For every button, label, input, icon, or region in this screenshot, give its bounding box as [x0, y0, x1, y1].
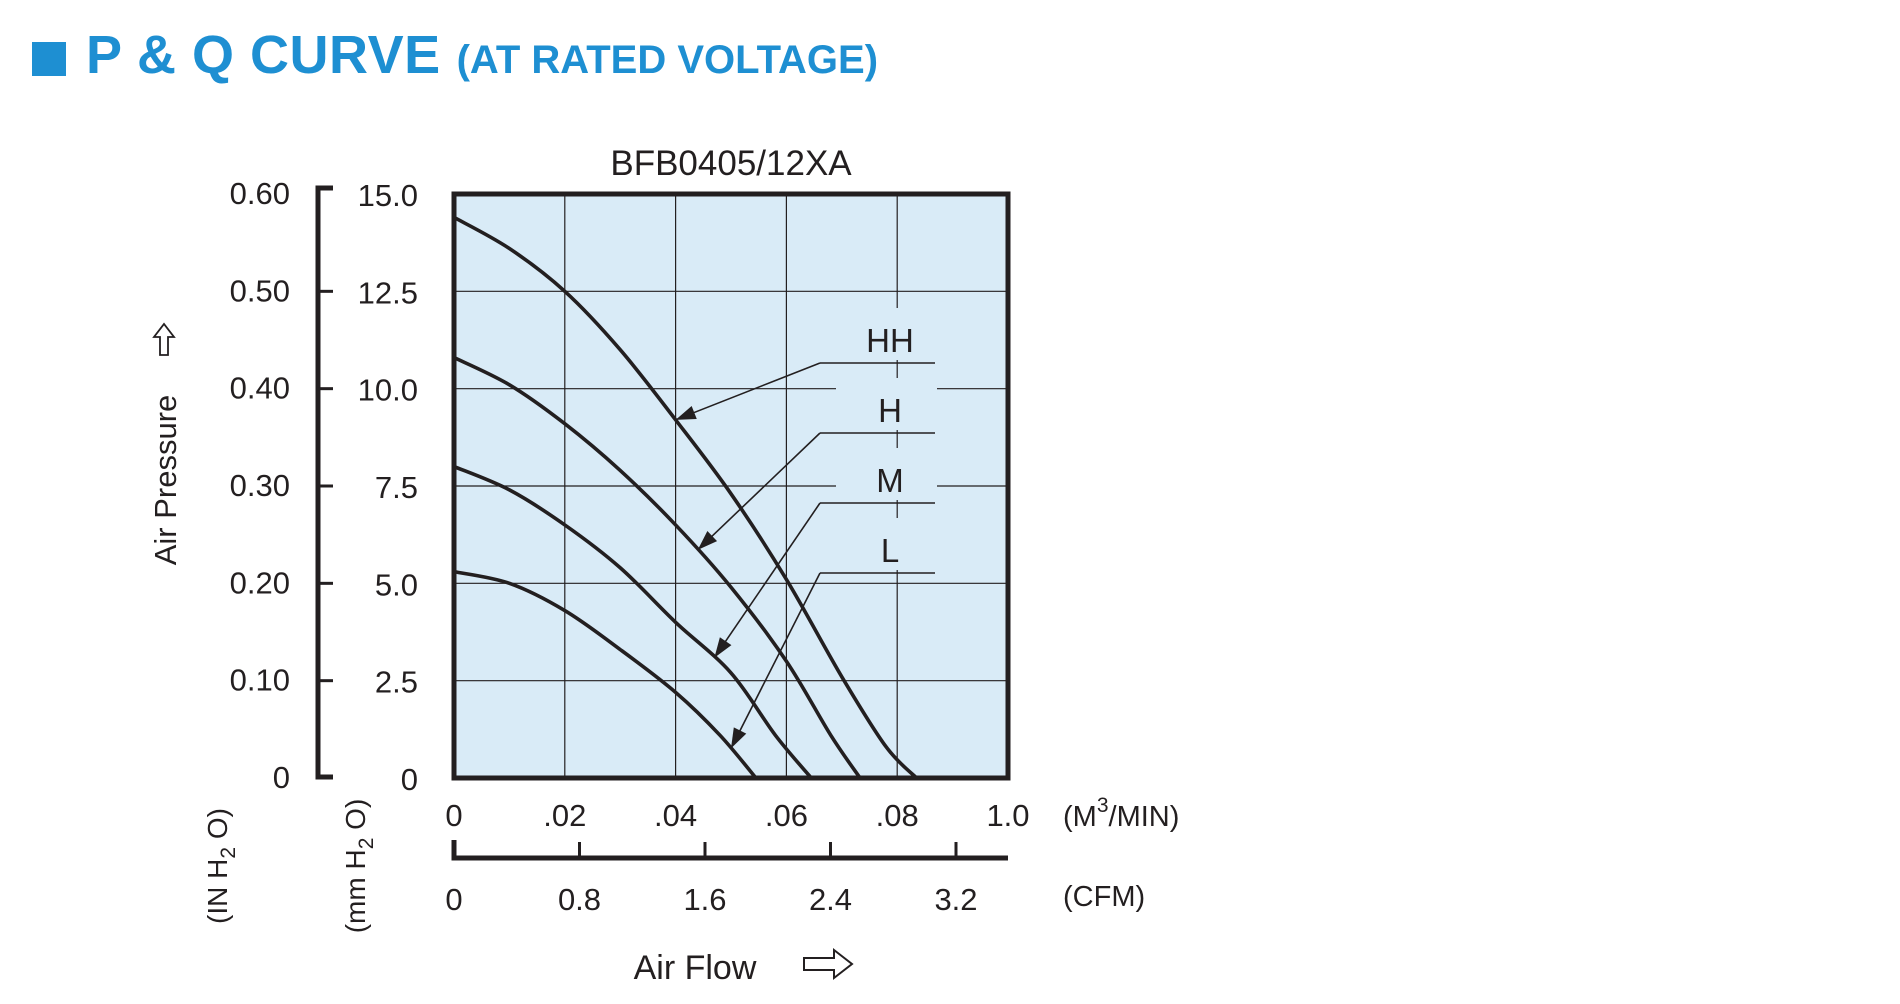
- callout-label-backdrop: [836, 308, 937, 360]
- y-unit-in: (IN H2 O): [202, 808, 240, 924]
- y-tick-label-mm: 12.5: [358, 275, 418, 310]
- square-bullet-icon: [32, 42, 66, 76]
- y-unit-in-text: (IN H2 O): [202, 808, 240, 924]
- chart-title: BFB0405/12XA: [610, 144, 852, 183]
- arrow-right-outline-icon: [803, 947, 854, 981]
- callout-arrowhead-icon: [675, 405, 697, 420]
- y-tick-label-mm: 0: [401, 762, 418, 797]
- y-axis-label: Air Pressure: [148, 395, 183, 566]
- y-tick-label-in: 0.30: [230, 468, 290, 503]
- y-tick-label-in: 0: [273, 760, 290, 795]
- y-axis-ticks: 0 2.5 5.0 7.5 10.0 12.5 15.0 0 0.10 0.20 0.30 0.40 0…: [230, 176, 418, 797]
- series-label-h: H: [878, 392, 902, 429]
- x-tick-label-cfm: 1.6: [683, 882, 726, 917]
- x-tick-label-cfm: 0: [445, 882, 462, 917]
- page-title: P & Q CURVE: [86, 25, 441, 85]
- y-unit-mm: (mm H2 O): [340, 799, 378, 934]
- callout-leader: [675, 362, 821, 421]
- callout-label-backdrop: [836, 518, 937, 570]
- arrow-up-outline-icon: [152, 322, 176, 356]
- series-line-h: [452, 355, 862, 780]
- series-label-m: M: [876, 462, 904, 499]
- callout-label-backdrop: [836, 448, 937, 500]
- y-tick-label-mm: 7.5: [375, 470, 418, 505]
- x-axis-ticks-m3: 0 .02 .04 .06 .08 1.0: [445, 798, 1029, 833]
- plot-frame: [451, 191, 1011, 781]
- x-tick-label-m3: .06: [765, 798, 808, 833]
- y-tick-label-mm: 5.0: [375, 567, 418, 602]
- x-tick-label-m3: .02: [543, 798, 586, 833]
- series-line-l: [452, 569, 758, 780]
- series-label-hh: HH: [866, 322, 914, 359]
- y-axis-title: Air Pressure: [148, 395, 183, 566]
- series-label-l: L: [881, 532, 899, 569]
- y-tick-label-mm: 10.0: [358, 373, 418, 408]
- callout-leader: [697, 432, 821, 551]
- series-line-hh: [452, 215, 919, 780]
- x-tick-label-cfm: 3.2: [934, 882, 977, 917]
- x-tick-label-m3: .04: [654, 798, 697, 833]
- callout-leader: [713, 502, 821, 659]
- x-tick-label-m3: 1.0: [986, 798, 1029, 833]
- y-tick-label-in: 0.60: [230, 176, 290, 211]
- x-tick-label-cfm: 0.8: [558, 882, 601, 917]
- y-tick-label-mm: 2.5: [375, 665, 418, 700]
- callout-leader: [730, 572, 821, 749]
- x-tick-label-m3: .08: [876, 798, 919, 833]
- x-axis-cfm-bracket: [451, 840, 1008, 861]
- callout-arrowhead-icon: [714, 637, 732, 658]
- callout-arrowhead-icon: [731, 727, 747, 749]
- page-subtitle: (AT RATED VOLTAGE): [456, 38, 879, 82]
- series-group: [452, 215, 919, 780]
- page-header: P & Q CURVE (AT RATED VOLTAGE): [32, 24, 878, 94]
- y-tick-label-in: 0.50: [230, 273, 290, 308]
- x-tick-label-cfm: 2.4: [809, 882, 852, 917]
- y-unit-mm-text: (mm H2 O): [340, 799, 378, 934]
- x-tick-label-m3: 0: [445, 798, 462, 833]
- grid: [454, 194, 1008, 778]
- x-unit-cfm: (CFM): [1063, 881, 1145, 913]
- y-axis-bracket: [315, 185, 333, 780]
- callout-label-backdrop: [836, 378, 937, 430]
- y-tick-label-in: 0.40: [230, 371, 290, 406]
- y-tick-label-in: 0.20: [230, 565, 290, 600]
- x-unit-m3: (M3/MIN): [1063, 794, 1179, 833]
- callout-arrowhead-icon: [697, 530, 718, 550]
- y-tick-label-in: 0.10: [230, 663, 290, 698]
- x-axis-ticks-cfm: 0 0.8 1.6 2.4 3.2: [445, 842, 978, 917]
- series-line-m: [452, 464, 814, 780]
- y-tick-label-mm: 15.0: [358, 178, 418, 213]
- x-axis-label: Air Flow: [634, 949, 757, 987]
